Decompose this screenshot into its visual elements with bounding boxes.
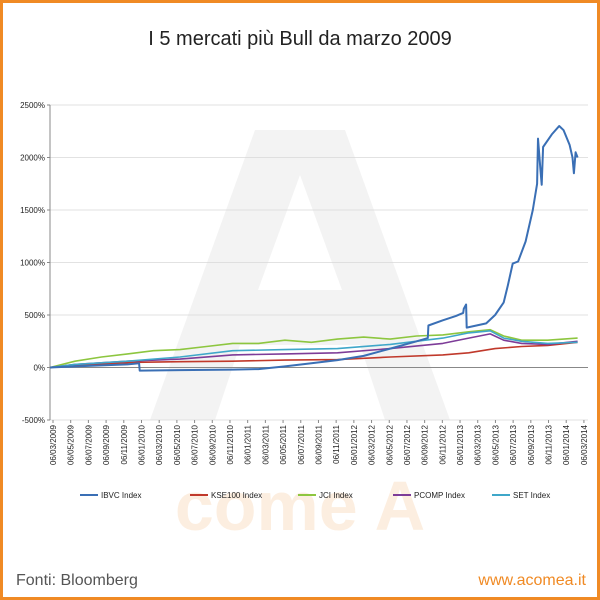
x-tick-label: 06/07/2013 [509, 424, 518, 465]
x-tick-label: 06/03/2009 [49, 424, 58, 465]
x-tick-label: 06/01/2011 [244, 424, 253, 464]
x-tick-label: 06/11/2012 [438, 424, 447, 464]
x-tick-label: 06/05/2012 [385, 424, 394, 465]
series-line-set [49, 329, 578, 369]
watermark [150, 130, 450, 420]
x-tick-label: 06/07/2010 [191, 424, 200, 465]
y-tick-label: -500% [22, 416, 45, 425]
x-tick-label: 06/03/2010 [155, 424, 164, 465]
x-tick-label: 06/01/2012 [350, 424, 359, 465]
x-tick-label: 06/03/2011 [261, 424, 270, 464]
y-tick-label: 1000% [20, 259, 45, 268]
x-tick-label: 06/05/2013 [491, 424, 500, 465]
x-tick-label: 06/09/2009 [102, 424, 111, 465]
watermark-word-group: come A [175, 467, 425, 545]
series-line-kse100 [49, 341, 578, 369]
x-tick-label: 06/03/2012 [368, 424, 377, 465]
x-tick-label: 06/09/2010 [208, 424, 217, 465]
legend-label: SET Index [513, 491, 550, 500]
series-group [49, 125, 579, 372]
watermark-word: come A [175, 467, 425, 545]
y-tick-label: 2500% [20, 101, 45, 110]
x-tick-label: 06/11/2010 [226, 424, 235, 464]
x-tick-label: 06/11/2013 [545, 424, 554, 464]
x-tick-label: 06/09/2013 [527, 424, 536, 465]
y-tick-label: 2000% [20, 154, 45, 163]
y-tick-label: 0% [33, 364, 45, 373]
x-tick-label: 06/07/2011 [297, 424, 306, 464]
y-tick-label: 1500% [20, 206, 45, 215]
source-note: Fonti: Bloomberg [16, 572, 138, 589]
x-tick-label: 06/01/2010 [137, 424, 146, 465]
x-tick-label: 06/09/2012 [421, 424, 430, 465]
x-tick-label: 06/09/2011 [314, 424, 323, 464]
legend-label: KSE100 Index [211, 491, 262, 500]
legend-label: JCI Index [319, 491, 353, 500]
series-line-ibvc [49, 125, 579, 372]
series-line-jci [49, 328, 578, 369]
x-tick-label: 06/11/2009 [120, 424, 129, 464]
watermark-letter-a [150, 130, 450, 420]
website-link[interactable]: www.acomea.it [478, 572, 586, 589]
x-tick-label: 06/07/2009 [84, 424, 93, 465]
x-tick-label: 06/01/2014 [562, 424, 571, 465]
legend: IBVC Index KSE100 Index JCI Index PCOMP Ind… [80, 491, 550, 500]
x-tick-label: 06/03/2013 [474, 424, 483, 465]
x-tick-label: 06/03/2014 [580, 424, 589, 465]
x-tick-label: 06/01/2013 [456, 424, 465, 465]
x-tick-label: 06/05/2011 [279, 424, 288, 464]
y-tick-label: 500% [25, 311, 45, 320]
x-tick-label: 06/07/2012 [403, 424, 412, 465]
x-tick-label: 06/05/2010 [173, 424, 182, 465]
x-tick-label: 06/05/2009 [67, 424, 76, 465]
legend-label: PCOMP Index [414, 491, 465, 500]
chart-title: I 5 mercati più Bull da marzo 2009 [148, 28, 452, 50]
x-tick-label: 06/11/2011 [332, 424, 341, 463]
legend-label: IBVC Index [101, 491, 141, 500]
